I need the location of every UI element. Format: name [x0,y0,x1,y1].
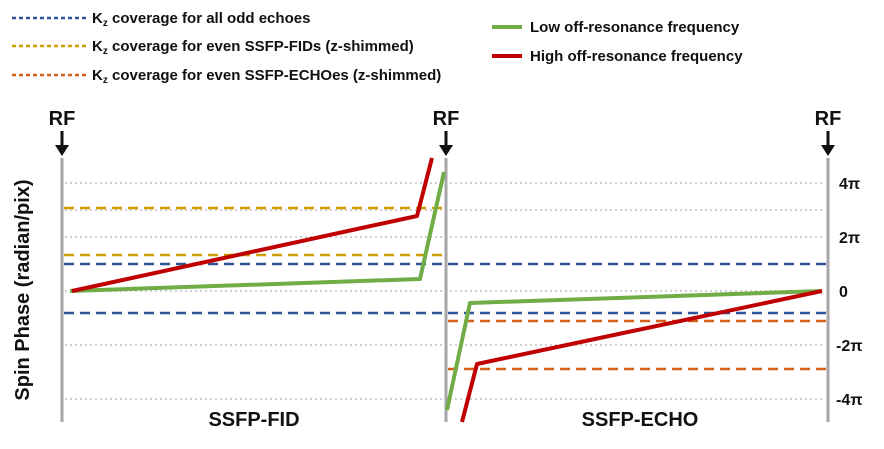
y-tick-label: 0 [839,284,848,301]
legend-even-echoes: Kz coverage for even SSFP-ECHOes (z-shim… [92,67,441,86]
low-freq-echo-curve [445,289,823,411]
legend-low-freq: Low off-resonance frequency [530,19,740,36]
rf-label-2: RF [433,108,460,130]
high-freq-echo-curve [460,289,823,423]
rf-label-3: RF [815,108,842,130]
legend-odd-echoes: Kz coverage for all odd echoes [92,10,310,29]
y-tick-label: -2π [836,338,862,355]
y-tick-label: -4π [836,392,862,409]
legend: Kz coverage for all odd echoes Kz covera… [12,10,743,86]
rf-arrow-3-head [821,145,835,156]
section-label-fid: SSFP-FID [208,409,299,431]
rf-markers: RF RF RF [49,108,842,156]
section-label-echo: SSFP-ECHO [582,409,699,431]
rf-label-1: RF [49,108,76,130]
y-tick-label: 2π [839,230,860,247]
y-tick-label: 4π [839,176,860,193]
legend-even-fids: Kz coverage for even SSFP-FIDs (z-shimme… [92,38,414,57]
rf-arrow-1-head [55,145,69,156]
y-axis-label: Spin Phase (radian/pix) [12,179,34,400]
y-tick-labels: 4π 2π 0 -2π -4π [836,176,862,409]
low-freq-fid-curve [69,171,446,293]
phase-curves [69,157,823,423]
high-freq-fid-curve [71,157,434,293]
rf-arrow-2-head [439,145,453,156]
legend-high-freq: High off-resonance frequency [530,48,743,65]
rf-axes [60,158,830,422]
